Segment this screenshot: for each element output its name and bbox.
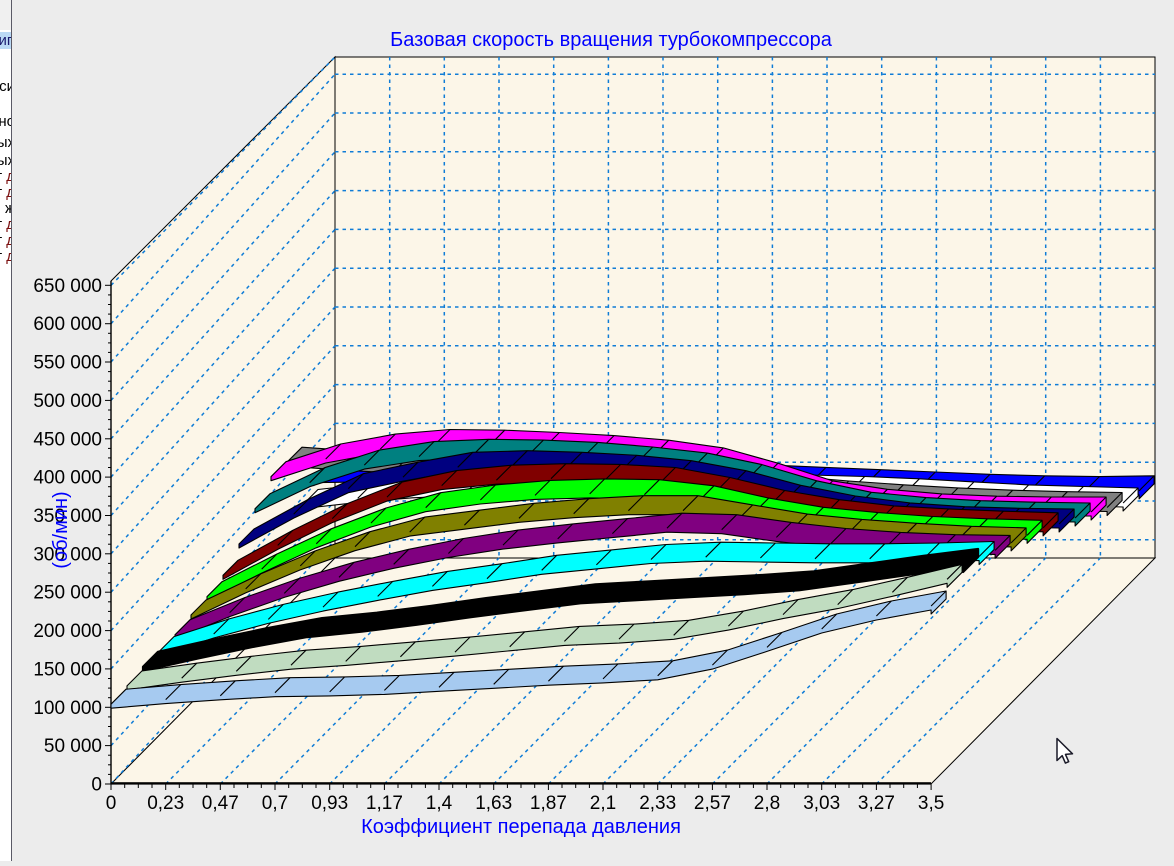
svg-text:1,4: 1,4 (426, 793, 453, 814)
svg-text:550 000: 550 000 (33, 353, 102, 374)
svg-text:300 000: 300 000 (33, 544, 102, 565)
svg-text:1,17: 1,17 (366, 793, 403, 814)
svg-text:0,7: 0,7 (262, 793, 288, 814)
svg-text:1,87: 1,87 (530, 793, 567, 814)
svg-text:1,63: 1,63 (475, 793, 512, 814)
svg-text:2,57: 2,57 (694, 793, 731, 814)
svg-text:100 000: 100 000 (33, 698, 102, 719)
svg-text:350 000: 350 000 (33, 506, 102, 527)
svg-text:0,47: 0,47 (202, 793, 239, 814)
svg-text:(об/мин): (об/мин) (50, 491, 72, 568)
svg-text:0,93: 0,93 (311, 793, 348, 814)
svg-text:450 000: 450 000 (33, 429, 102, 450)
svg-text:3,03: 3,03 (803, 793, 840, 814)
svg-text:150 000: 150 000 (33, 659, 102, 680)
svg-text:3,27: 3,27 (858, 793, 895, 814)
svg-text:400 000: 400 000 (33, 468, 102, 489)
svg-text:0,23: 0,23 (147, 793, 184, 814)
svg-text:250 000: 250 000 (33, 583, 102, 604)
svg-text:2,8: 2,8 (754, 793, 780, 814)
svg-text:3,5: 3,5 (918, 793, 944, 814)
svg-text:600 000: 600 000 (33, 314, 102, 335)
svg-text:0: 0 (91, 775, 102, 796)
svg-text:650 000: 650 000 (33, 276, 102, 297)
svg-text:0: 0 (106, 793, 117, 814)
svg-text:50 000: 50 000 (44, 736, 102, 757)
svg-text:Базовая скорость вращения турб: Базовая скорость вращения турбокомпрессо… (390, 29, 833, 51)
svg-text:200 000: 200 000 (33, 621, 102, 642)
svg-text:500 000: 500 000 (33, 391, 102, 412)
svg-text:2,1: 2,1 (590, 793, 616, 814)
svg-text:Коэффициент перепада давления: Коэффициент перепада давления (361, 816, 681, 838)
svg-text:2,33: 2,33 (639, 793, 676, 814)
